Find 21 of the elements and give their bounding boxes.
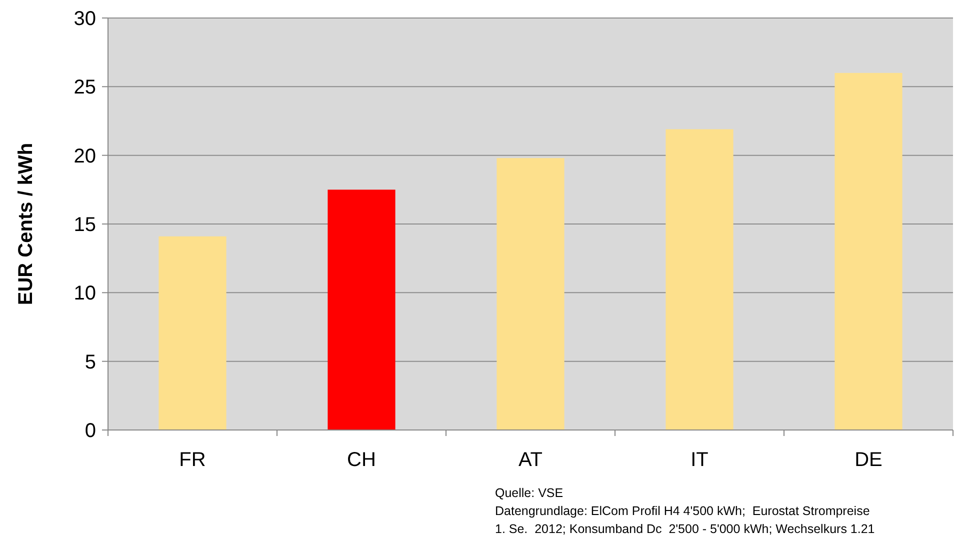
x-tick-label: CH <box>347 449 376 471</box>
x-tick-label: DE <box>854 449 882 471</box>
bar <box>328 190 396 430</box>
x-tick-label: FR <box>179 449 206 471</box>
text: Datengrundlage: ElCom Profil H4 4'500 kWh; Eurostat Strompreise <box>495 504 870 518</box>
bar <box>834 72 902 430</box>
y-tick-label: 30 <box>74 8 96 30</box>
y-tick-label: 10 <box>74 282 96 305</box>
x-tick-label: IT <box>690 449 708 471</box>
y-tick-label: 0 <box>84 420 96 442</box>
y-tick-label: 5 <box>84 351 96 374</box>
bar <box>496 158 564 430</box>
bar <box>158 236 226 430</box>
source-note: Quelle: VSE <box>495 486 564 500</box>
bar <box>666 129 734 430</box>
text: 1. Se. 2012; Konsumband Dc 2'500 - 5'000 kWh; Wechselkurs 1.21 <box>495 522 875 536</box>
y-tick-label: 20 <box>74 145 96 168</box>
y-tick-label: 25 <box>74 76 96 99</box>
y-tick-label: 15 <box>74 214 96 236</box>
y-axis-title: EUR Cents / kWh <box>15 142 37 306</box>
x-tick-label: AT <box>518 449 543 471</box>
